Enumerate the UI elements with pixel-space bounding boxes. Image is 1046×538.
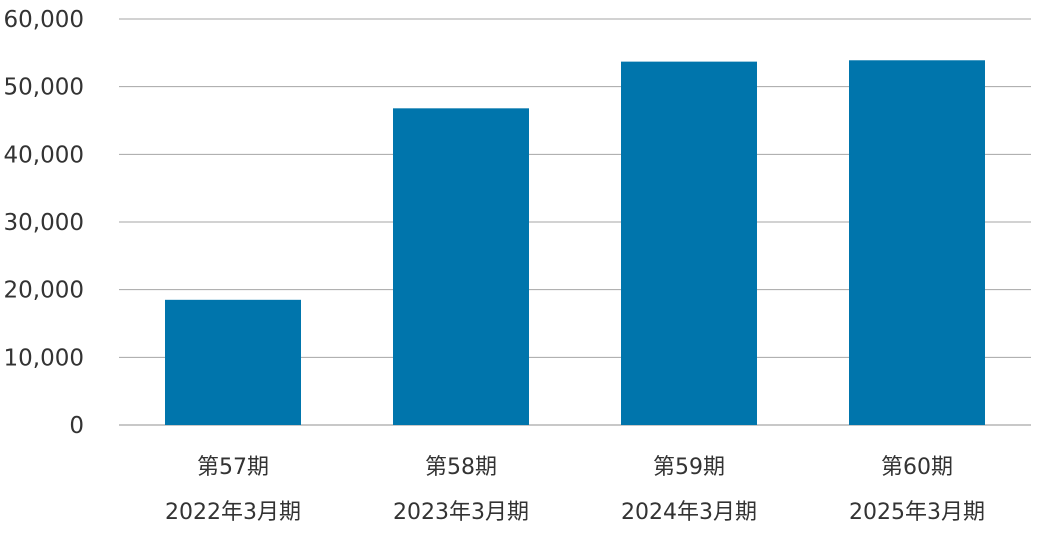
x-category-fiscal-year-label: 2023年3月期 bbox=[393, 500, 529, 525]
bar bbox=[393, 108, 529, 425]
y-tick-label: 50,000 bbox=[4, 75, 84, 101]
x-category-fiscal-year-label: 2024年3月期 bbox=[621, 500, 757, 525]
y-tick-label: 40,000 bbox=[4, 142, 84, 168]
x-category-fiscal-year-label: 2025年3月期 bbox=[849, 500, 985, 525]
x-category-period-label: 第57期 bbox=[197, 455, 269, 480]
x-axis-category-labels: 第57期 2022年3月期 第58期 2023年3月期 第59期 2024年3月期 第60期… bbox=[165, 455, 985, 525]
bars bbox=[165, 60, 985, 425]
x-category-fiscal-year-label: 2022年3月期 bbox=[165, 500, 301, 525]
y-tick-label: 30,000 bbox=[4, 210, 84, 236]
y-tick-label: 0 bbox=[69, 413, 84, 439]
bar bbox=[165, 299, 301, 425]
bar bbox=[849, 60, 985, 425]
x-category-period-label: 第60期 bbox=[881, 455, 953, 480]
y-tick-label: 10,000 bbox=[4, 345, 84, 371]
bar bbox=[621, 61, 757, 425]
y-tick-label: 20,000 bbox=[4, 278, 84, 304]
y-tick-label: 60,000 bbox=[4, 7, 84, 33]
y-axis-tick-labels: 0 10,000 20,000 30,000 40,000 50,000 60,000 bbox=[4, 7, 84, 439]
x-category-period-label: 第59期 bbox=[653, 455, 725, 480]
x-category-period-label: 第58期 bbox=[425, 455, 497, 480]
